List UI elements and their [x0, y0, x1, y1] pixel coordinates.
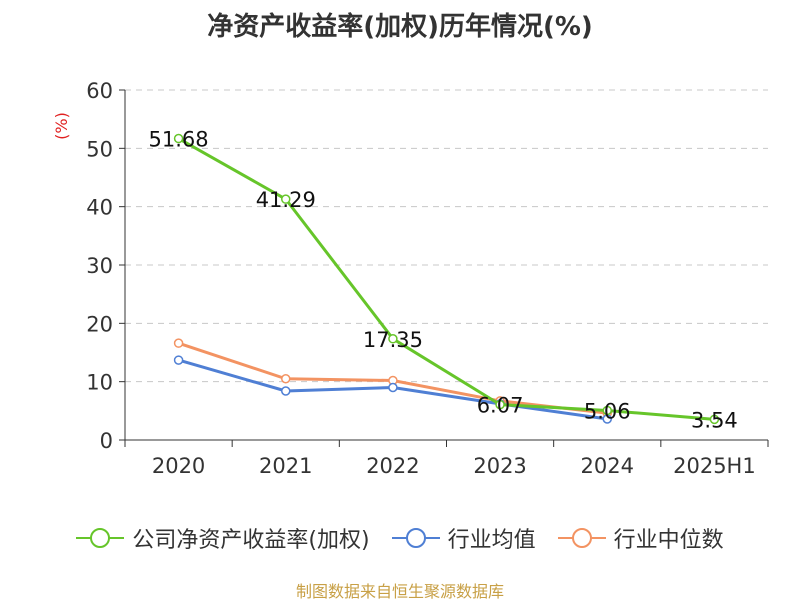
x-tick-label: 2020 — [152, 454, 205, 478]
data-point — [388, 382, 398, 393]
legend-line-circle-icon — [557, 528, 606, 548]
series-line — [177, 137, 715, 421]
data-labels: 51.68 41.29 17.35 6.07 5.06 3.54 — [149, 128, 738, 433]
legend-item-industry-median[interactable]: 行业中位数 — [557, 522, 724, 554]
data-label: 5.06 — [584, 399, 631, 423]
data-point — [281, 374, 291, 384]
legend-line-circle-icon — [391, 528, 440, 548]
y-tick-label: 20 — [86, 312, 113, 336]
series-lines — [173, 133, 720, 425]
legend-label: 公司净资产收益率(加权) — [132, 528, 370, 553]
chart-title: 净资产收益率(加权)历年情况(%) — [207, 12, 593, 42]
data-point — [495, 399, 505, 410]
data-label: 3.54 — [691, 408, 738, 432]
legend-item-industry-mean[interactable]: 行业均值 — [391, 522, 536, 554]
data-point — [173, 133, 184, 144]
y-tick-label: 60 — [86, 79, 113, 103]
data-point — [602, 405, 612, 416]
x-tick-label: 2024 — [581, 454, 634, 478]
y-tick-label: 0 — [100, 429, 113, 453]
data-label: 6.07 — [477, 394, 524, 418]
y-tick-label: 40 — [86, 196, 113, 220]
data-point — [281, 194, 291, 204]
data-label: 17.35 — [363, 328, 423, 352]
legend-line-circle-icon — [76, 528, 125, 548]
x-tick-label: 2021 — [259, 454, 312, 478]
x-tick-label: 2022 — [366, 454, 419, 478]
x-tick-label: 2025H1 — [673, 454, 756, 478]
data-label: 51.68 — [149, 128, 209, 152]
axes: 0 10 20 30 40 50 60 2020 2021 2022 2023 2024 2025H1 — [86, 79, 769, 478]
y-tick-label: 50 — [86, 137, 113, 161]
data-label: 41.29 — [256, 188, 316, 212]
data-point — [173, 355, 184, 365]
data-point — [173, 338, 184, 348]
legend-label: 行业均值 — [447, 528, 536, 553]
grid-lines — [125, 89, 768, 383]
data-point — [709, 414, 720, 425]
x-tick-label: 2023 — [473, 454, 526, 478]
data-point — [388, 334, 398, 344]
legend: 公司净资产收益率(加权) 行业均值 行业中位数 — [0, 518, 800, 558]
data-point — [281, 386, 291, 396]
y-axis-label: (%) — [52, 112, 71, 140]
legend-item-company[interactable]: 公司净资产收益率(加权) — [76, 522, 370, 554]
data-source-note: 制图数据来自恒生聚源数据库 — [295, 582, 504, 601]
legend-label: 行业中位数 — [613, 528, 724, 553]
y-tick-label: 30 — [86, 254, 113, 278]
y-tick-label: 10 — [86, 371, 113, 395]
